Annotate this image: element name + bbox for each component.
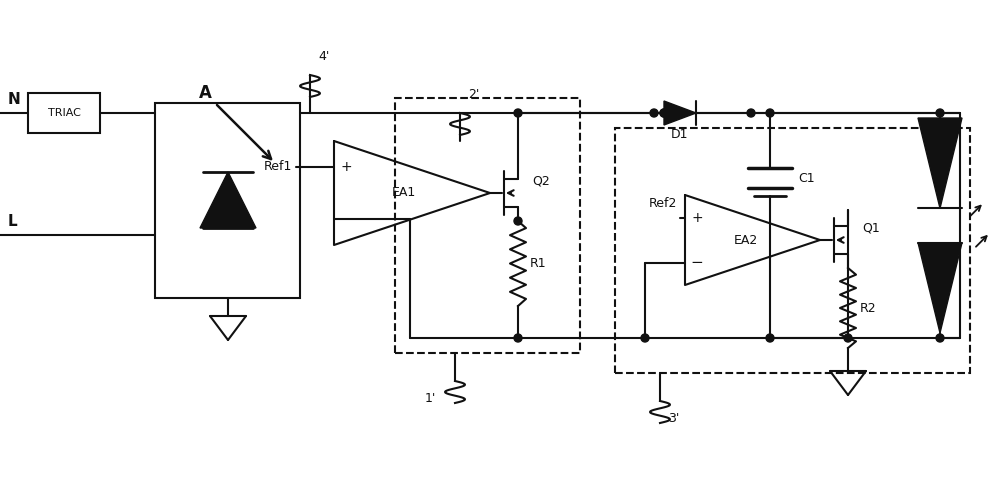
Polygon shape [918,243,962,333]
Circle shape [641,334,649,342]
Circle shape [514,109,522,117]
Text: 1': 1' [425,392,436,406]
Text: L: L [8,213,18,228]
Circle shape [766,334,774,342]
Text: Ref2: Ref2 [649,197,677,210]
Circle shape [766,109,774,117]
Circle shape [747,109,755,117]
Text: Ref1: Ref1 [264,161,292,174]
Text: TRIAC: TRIAC [48,108,80,118]
Text: Q2: Q2 [532,175,550,187]
Text: 3': 3' [668,413,679,425]
Text: Q1: Q1 [862,221,880,235]
Circle shape [844,334,852,342]
Text: EA2: EA2 [734,234,758,246]
Bar [615,128,970,373]
Text: −: − [691,255,703,270]
Text: +: + [691,211,703,224]
Circle shape [936,334,944,342]
Polygon shape [918,118,962,209]
Text: N: N [8,92,21,106]
Circle shape [660,109,668,117]
Polygon shape [200,172,256,228]
Text: R2: R2 [860,302,877,315]
Text: C1: C1 [798,172,815,184]
Text: −: − [340,211,352,226]
Circle shape [936,109,944,117]
Bar [395,98,580,353]
Circle shape [514,217,522,225]
Text: 2': 2' [468,89,479,102]
Text: D1: D1 [671,129,689,141]
Circle shape [514,334,522,342]
Text: +: + [340,160,352,174]
Polygon shape [664,101,696,125]
Circle shape [660,109,668,117]
Text: A: A [199,84,211,102]
Circle shape [650,109,658,117]
Bar [28,93,100,133]
Text: 4': 4' [318,50,329,64]
Bar [155,103,300,298]
Text: R1: R1 [530,257,547,270]
Text: EA1: EA1 [392,186,416,200]
